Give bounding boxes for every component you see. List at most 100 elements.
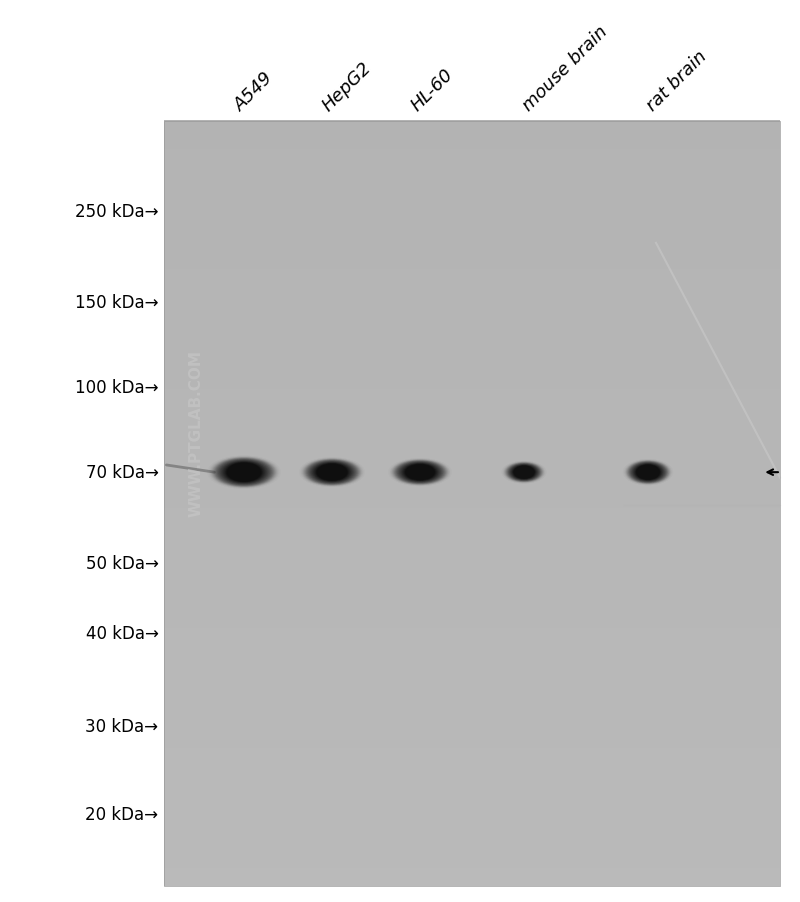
Bar [164, 238, 780, 242]
Bar [164, 791, 780, 794]
Ellipse shape [402, 464, 438, 482]
Bar [164, 421, 780, 425]
Bar [164, 875, 780, 879]
Bar [164, 465, 780, 468]
Ellipse shape [213, 458, 275, 487]
Bar [164, 829, 780, 833]
Bar [164, 269, 780, 272]
Bar [164, 442, 780, 446]
Text: mouse brain: mouse brain [519, 23, 611, 115]
Bar [164, 490, 780, 493]
Ellipse shape [220, 461, 268, 484]
Bar [164, 748, 780, 750]
Ellipse shape [301, 458, 363, 487]
Bar [164, 529, 780, 532]
Bar [164, 483, 780, 486]
Ellipse shape [218, 460, 270, 485]
Ellipse shape [398, 462, 442, 483]
Bar [164, 133, 780, 137]
Ellipse shape [630, 462, 666, 483]
Bar [164, 261, 780, 264]
Bar [164, 159, 780, 162]
Ellipse shape [398, 463, 442, 483]
Bar [164, 388, 780, 391]
Ellipse shape [633, 464, 663, 482]
Ellipse shape [401, 463, 439, 483]
Ellipse shape [218, 460, 270, 485]
Ellipse shape [226, 463, 262, 483]
Ellipse shape [226, 463, 262, 483]
Bar [164, 273, 780, 277]
Bar [164, 686, 780, 690]
Bar [164, 245, 780, 249]
Bar [164, 847, 780, 850]
Ellipse shape [309, 461, 355, 484]
Ellipse shape [224, 462, 264, 483]
Ellipse shape [632, 464, 664, 482]
Ellipse shape [317, 465, 347, 481]
Bar [164, 492, 780, 496]
Ellipse shape [219, 460, 269, 485]
Bar [164, 128, 780, 132]
Ellipse shape [391, 460, 449, 485]
Ellipse shape [626, 461, 670, 484]
Ellipse shape [305, 460, 359, 485]
Bar [164, 343, 780, 345]
Bar [164, 671, 780, 675]
Bar [164, 391, 780, 394]
Bar [164, 839, 780, 842]
Bar [164, 824, 780, 827]
Bar [164, 272, 780, 274]
Ellipse shape [509, 465, 539, 481]
Ellipse shape [221, 461, 267, 484]
Bar [164, 712, 780, 715]
Bar [164, 776, 780, 778]
Ellipse shape [405, 465, 435, 481]
Ellipse shape [509, 465, 539, 481]
Text: 20 kDa→: 20 kDa→ [86, 805, 158, 823]
Ellipse shape [635, 465, 661, 481]
Bar [164, 569, 780, 573]
Ellipse shape [310, 462, 354, 483]
Bar [164, 230, 780, 234]
Bar [164, 760, 780, 763]
Ellipse shape [213, 458, 275, 487]
Bar [164, 378, 780, 382]
Ellipse shape [312, 463, 352, 483]
Bar [164, 220, 780, 224]
Bar [164, 607, 780, 611]
Bar [164, 335, 780, 338]
Ellipse shape [403, 464, 437, 482]
Bar [164, 337, 780, 341]
Ellipse shape [398, 462, 442, 483]
Bar [164, 533, 780, 537]
Bar [164, 826, 780, 830]
Bar [164, 414, 780, 418]
Bar [164, 864, 780, 868]
Ellipse shape [626, 461, 670, 484]
Ellipse shape [636, 465, 660, 480]
Bar [164, 439, 780, 443]
Bar [164, 554, 780, 557]
Bar [164, 411, 780, 415]
Ellipse shape [513, 466, 535, 479]
Bar [164, 587, 780, 590]
Bar [164, 446, 780, 450]
Ellipse shape [510, 465, 538, 481]
Ellipse shape [306, 461, 358, 484]
Bar [164, 798, 780, 802]
Bar [164, 752, 780, 756]
Ellipse shape [628, 462, 668, 483]
Bar [164, 171, 780, 175]
Bar [164, 832, 780, 835]
Bar [164, 480, 780, 483]
Bar [164, 622, 780, 626]
Bar [164, 719, 780, 723]
Ellipse shape [514, 466, 534, 479]
Ellipse shape [222, 461, 266, 484]
Text: HepG2: HepG2 [319, 59, 375, 115]
Bar [164, 157, 780, 160]
Ellipse shape [310, 462, 354, 483]
Ellipse shape [403, 464, 437, 482]
Ellipse shape [629, 462, 667, 483]
